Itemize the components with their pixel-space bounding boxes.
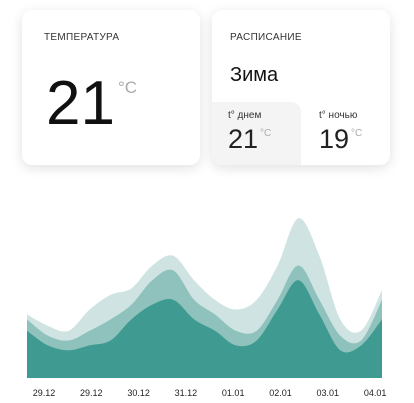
x-tick-label: 29.12 <box>80 388 103 398</box>
x-tick-label: 04.01 <box>364 388 387 398</box>
temperature-card: ТЕМПЕРАТУРА 21 °C <box>22 10 200 165</box>
label: t° днем <box>228 110 262 121</box>
area <box>27 280 382 378</box>
unit: °C <box>351 128 363 139</box>
x-tick-label: 03.01 <box>317 388 340 398</box>
value: 21 <box>228 124 259 154</box>
card-title: ТЕМПЕРАТУРА <box>44 32 120 43</box>
schedule-card: РАСПИСАНИЕ Зима t° днем 21 °C t° ночью 1… <box>212 10 390 165</box>
mode: Зима <box>230 64 279 86</box>
temperature-value: 21 <box>46 69 115 138</box>
value: 19 <box>319 124 350 154</box>
x-tick-label: 02.01 <box>269 388 292 398</box>
card-title: РАСПИСАНИЕ <box>230 32 302 43</box>
day-panel: t° днем 21 °C <box>212 102 301 165</box>
x-tick-label: 29.12 <box>33 388 56 398</box>
unit: °C <box>260 128 272 139</box>
x-tick-label: 31.12 <box>175 388 198 398</box>
unit: °C <box>118 78 138 97</box>
x-tick-label: 30.12 <box>127 388 150 398</box>
night-panel: t° ночью 19 °C <box>301 102 390 165</box>
label: t° ночью <box>319 110 358 121</box>
x-tick-label: 01.01 <box>222 388 245 398</box>
